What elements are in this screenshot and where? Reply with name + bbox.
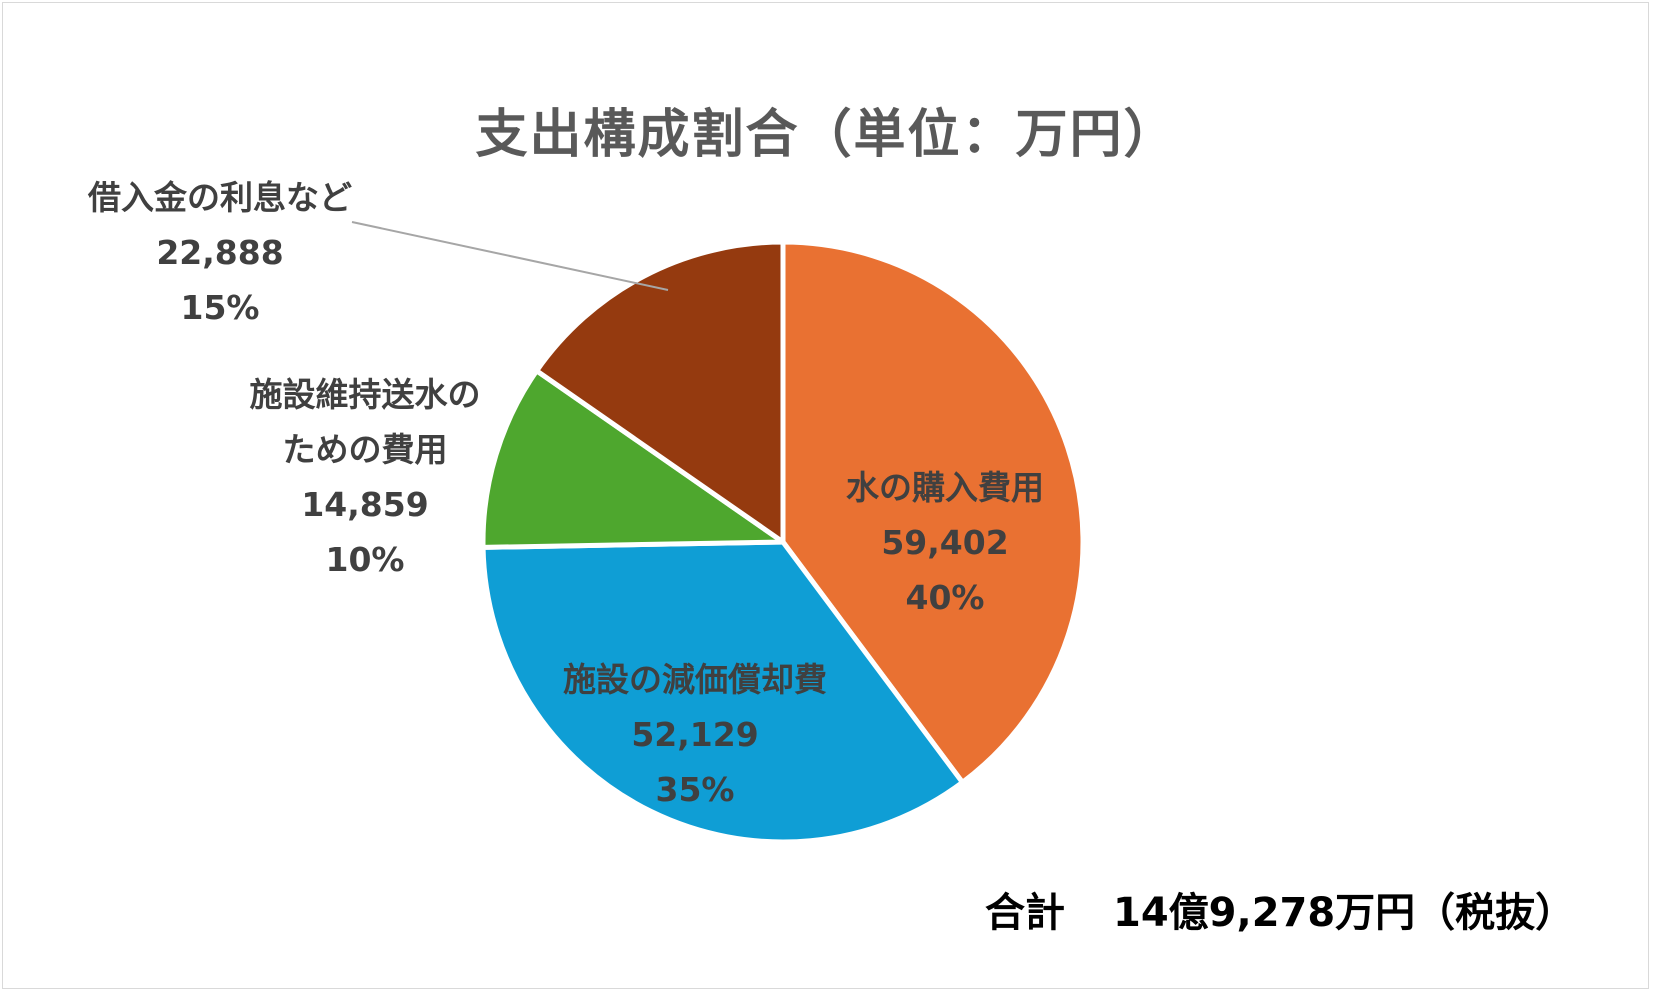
slice-label-depreciation: 施設の減価償却費 52,129 35% (515, 652, 875, 817)
slice-label-percent: 15% (180, 288, 260, 327)
slice-label-name: 施設の減価償却費 (563, 660, 827, 699)
chart-title: 支出構成割合（単位：万円） (475, 105, 1178, 165)
slice-label-value: 22,888 (156, 233, 284, 272)
slice-label-name: 水の購入費用 (846, 468, 1044, 507)
total-amount: 合計 14億9,278万円（税抜） (985, 880, 1575, 938)
pie-slice-loan-interest (534, 239, 786, 545)
total-value: 14億9,278万円（税抜） (1113, 890, 1576, 936)
total-label: 合計 (985, 890, 1065, 936)
slice-label-water-purchase: 水の購入費用 59,402 40% (800, 460, 1090, 625)
slice-label-percent: 35% (655, 770, 735, 809)
slice-label-percent: 40% (905, 578, 985, 617)
slice-label-facility-maintenance: 施設維持送水の ための費用 14,859 10% (215, 367, 515, 587)
slice-label-percent: 10% (325, 540, 405, 579)
slice-label-name: 借入金の利息など (88, 178, 352, 217)
pie-slice-water-purchase (780, 239, 1086, 785)
pie-slice-depreciation (480, 539, 965, 845)
slice-label-value: 52,129 (631, 715, 759, 754)
leader-line-loan-interest (351, 221, 669, 291)
slice-label-name-line1: 施設維持送水の (249, 375, 481, 414)
slice-label-value: 59,402 (881, 523, 1009, 562)
slice-label-loan-interest: 借入金の利息など 22,888 15% (50, 170, 390, 335)
slice-label-name-line2: ための費用 (282, 430, 448, 469)
slice-label-value: 14,859 (301, 485, 429, 524)
pie-slice-facility-maintenance (480, 368, 786, 550)
